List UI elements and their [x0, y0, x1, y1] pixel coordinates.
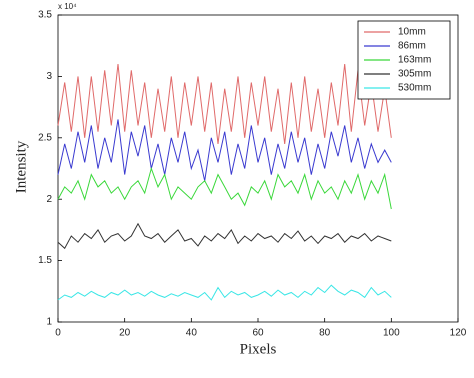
x-axis-label: Pixels: [240, 341, 277, 357]
y-multiplier: x 10⁴: [58, 2, 77, 11]
x-tick-label: 60: [252, 328, 264, 339]
y-tick-label: 3.5: [38, 10, 52, 21]
legend-label: 530mm: [398, 83, 431, 94]
legend-label: 305mm: [398, 69, 431, 80]
legend-label: 163mm: [398, 55, 431, 66]
y-tick-label: 3: [46, 71, 52, 82]
x-tick-label: 120: [450, 328, 467, 339]
y-tick-label: 2: [46, 194, 52, 205]
y-tick-label: 1: [46, 317, 52, 328]
data-line: [57, 222, 392, 250]
y-tick-label: 1.5: [38, 255, 52, 266]
x-tick-label: 80: [319, 328, 331, 339]
x-tick-label: 0: [55, 328, 61, 339]
legend-label: 10mm: [398, 27, 426, 38]
x-tick-label: 20: [119, 328, 131, 339]
y-tick-label: 2.5: [38, 132, 52, 143]
data-line: [57, 119, 392, 181]
x-tick-label: 40: [186, 328, 198, 339]
y-axis-label: Intensity: [13, 140, 29, 193]
data-line: [57, 64, 392, 144]
data-line: [57, 284, 392, 301]
legend-label: 86mm: [398, 41, 426, 52]
x-tick-label: 100: [383, 328, 400, 339]
data-line: [57, 166, 392, 210]
